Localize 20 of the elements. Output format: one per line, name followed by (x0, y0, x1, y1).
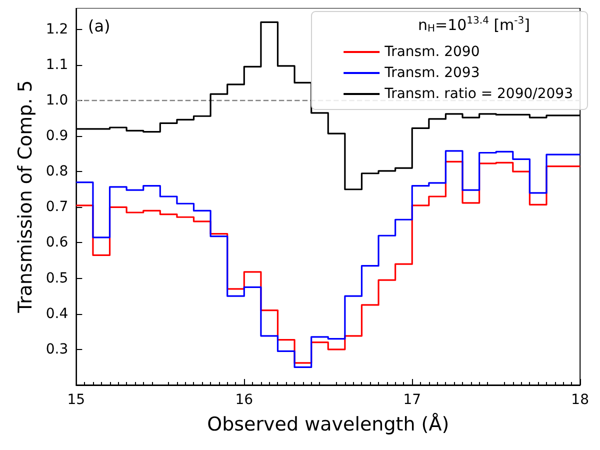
legend-label: Transm. 2090 (384, 44, 480, 60)
x-tick-label: 17 (403, 392, 422, 408)
legend-label: Transm. 2093 (384, 65, 480, 81)
legend-label: Transm. ratio = 2090/2093 (384, 86, 574, 102)
y-tick-label: 1.0 (46, 92, 68, 108)
y-tick-label: 1.2 (46, 21, 68, 38)
x-tick-label: 16 (235, 392, 254, 408)
y-tick-label: 0.4 (46, 306, 68, 322)
y-tick-label: 0.9 (46, 128, 68, 144)
y-tick-label: 0.5 (46, 270, 68, 286)
x-tick-label: 15 (67, 392, 86, 408)
x-tick-label: 18 (571, 392, 590, 408)
annotation: (a) (88, 16, 110, 36)
y-tick-label: 0.3 (46, 341, 68, 358)
y-axis-title: Transmission of Comp. 5 (14, 80, 36, 314)
y-tick-label: 0.8 (46, 164, 68, 180)
y-tick-label: 1.1 (46, 56, 68, 73)
x-axis-title: Observed wavelength (Å) (207, 412, 450, 436)
y-tick-label: 0.6 (46, 234, 68, 251)
y-tick-label: 0.7 (46, 199, 68, 216)
